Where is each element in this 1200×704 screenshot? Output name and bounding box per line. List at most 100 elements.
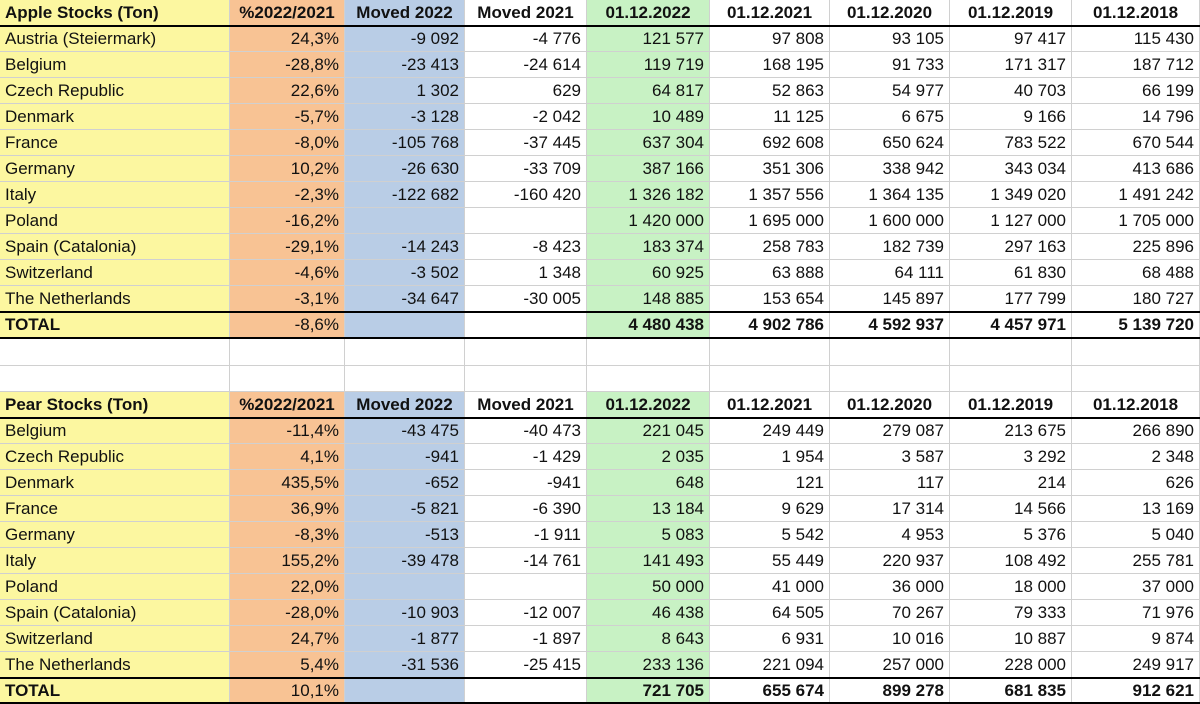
data-cell: 64 111 [830, 260, 950, 286]
data-cell: 257 000 [830, 652, 950, 678]
data-cell: -6 390 [465, 496, 587, 522]
data-cell: 1 954 [710, 444, 830, 470]
data-cell: 228 000 [950, 652, 1072, 678]
header-cell: %2022/2021 [230, 392, 345, 418]
data-cell: 413 686 [1072, 156, 1200, 182]
data-cell: 97 808 [710, 26, 830, 52]
data-cell: 9 166 [950, 104, 1072, 130]
data-cell: 13 169 [1072, 496, 1200, 522]
data-cell: 221 094 [710, 652, 830, 678]
empty-cell [230, 365, 345, 392]
data-cell: 121 577 [587, 26, 710, 52]
data-cell: -652 [345, 470, 465, 496]
data-cell: 1 420 000 [587, 208, 710, 234]
empty-cell [950, 365, 1072, 392]
data-cell: Germany [0, 156, 230, 182]
empty-cell [465, 339, 587, 366]
data-cell: The Netherlands [0, 652, 230, 678]
data-cell: 2 035 [587, 444, 710, 470]
data-cell: 55 449 [710, 548, 830, 574]
data-cell: 60 925 [587, 260, 710, 286]
data-cell: 650 624 [830, 130, 950, 156]
data-cell: 93 105 [830, 26, 950, 52]
data-cell: 18 000 [950, 574, 1072, 600]
data-cell: Switzerland [0, 260, 230, 286]
data-cell: 24,3% [230, 26, 345, 52]
data-cell: 1 364 135 [830, 182, 950, 208]
header-cell: %2022/2021 [230, 0, 345, 26]
data-cell: 141 493 [587, 548, 710, 574]
header-cell: Moved 2021 [465, 392, 587, 418]
header-rule [0, 25, 1200, 27]
data-cell: Spain (Catalonia) [0, 600, 230, 626]
data-cell: -16,2% [230, 208, 345, 234]
data-cell: -25 415 [465, 652, 587, 678]
data-cell: -28,0% [230, 600, 345, 626]
data-cell: 10,2% [230, 156, 345, 182]
total-rule [0, 337, 1200, 339]
total-cell: -8,6% [230, 312, 345, 338]
total-cell: 655 674 [710, 678, 830, 704]
data-cell: 10 016 [830, 626, 950, 652]
total-cell: TOTAL [0, 312, 230, 338]
data-cell: 648 [587, 470, 710, 496]
data-cell: 97 417 [950, 26, 1072, 52]
data-cell: 153 654 [710, 286, 830, 312]
empty-cell [0, 365, 230, 392]
data-cell: 5 542 [710, 522, 830, 548]
data-cell: 50 000 [587, 574, 710, 600]
header-cell: Pear Stocks (Ton) [0, 392, 230, 418]
header-cell: Moved 2022 [345, 392, 465, 418]
data-cell: 221 045 [587, 418, 710, 444]
header-cell: 01.12.2021 [710, 392, 830, 418]
total-cell: 721 705 [587, 678, 710, 704]
data-cell: 343 034 [950, 156, 1072, 182]
header-cell: Moved 2022 [345, 0, 465, 26]
data-cell: 11 125 [710, 104, 830, 130]
data-cell: 637 304 [587, 130, 710, 156]
total-rule [0, 677, 1200, 679]
header-cell: 01.12.2018 [1072, 392, 1200, 418]
data-cell: 1 357 556 [710, 182, 830, 208]
data-cell: 8 643 [587, 626, 710, 652]
header-cell: 01.12.2022 [587, 0, 710, 26]
data-cell: 214 [950, 470, 1072, 496]
data-cell: 46 438 [587, 600, 710, 626]
data-cell: -31 536 [345, 652, 465, 678]
data-cell: -105 768 [345, 130, 465, 156]
data-cell [465, 208, 587, 234]
data-cell: 54 977 [830, 78, 950, 104]
data-cell: 692 608 [710, 130, 830, 156]
data-cell: 213 675 [950, 418, 1072, 444]
data-cell: 783 522 [950, 130, 1072, 156]
data-cell: 68 488 [1072, 260, 1200, 286]
data-cell: 255 781 [1072, 548, 1200, 574]
data-cell: Belgium [0, 52, 230, 78]
data-cell: France [0, 130, 230, 156]
empty-cell [0, 339, 230, 366]
header-cell: 01.12.2019 [950, 392, 1072, 418]
data-cell: 3 292 [950, 444, 1072, 470]
empty-cell [710, 365, 830, 392]
data-cell: 626 [1072, 470, 1200, 496]
total-cell: 899 278 [830, 678, 950, 704]
total-cell [465, 678, 587, 704]
data-cell: 351 306 [710, 156, 830, 182]
empty-cell [1072, 365, 1200, 392]
data-cell: 177 799 [950, 286, 1072, 312]
data-cell: 17 314 [830, 496, 950, 522]
data-cell: -2,3% [230, 182, 345, 208]
empty-cell [1072, 339, 1200, 366]
data-cell: 180 727 [1072, 286, 1200, 312]
data-cell: Germany [0, 522, 230, 548]
data-cell: 14 796 [1072, 104, 1200, 130]
data-cell: 1 491 242 [1072, 182, 1200, 208]
data-cell: 61 830 [950, 260, 1072, 286]
data-cell: -33 709 [465, 156, 587, 182]
data-cell: 168 195 [710, 52, 830, 78]
data-cell: 220 937 [830, 548, 950, 574]
header-cell: Moved 2021 [465, 0, 587, 26]
data-cell: 63 888 [710, 260, 830, 286]
data-cell: 297 163 [950, 234, 1072, 260]
